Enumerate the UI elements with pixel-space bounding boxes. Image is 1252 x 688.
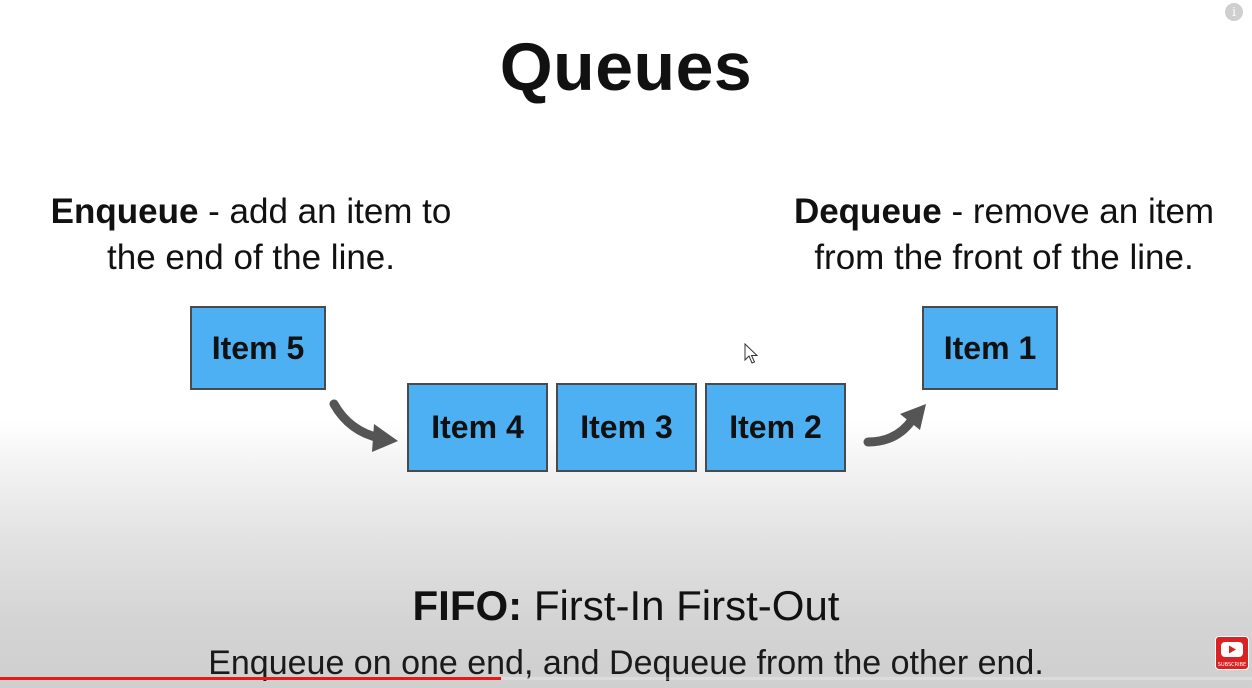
queue-item-1: Item 1 bbox=[922, 306, 1058, 390]
play-icon bbox=[1221, 642, 1243, 657]
queue-item-5: Item 5 bbox=[190, 306, 326, 390]
progress-bar-fill[interactable] bbox=[0, 677, 501, 680]
mouse-cursor-icon bbox=[744, 343, 759, 364]
queue-item-3: Item 3 bbox=[556, 383, 697, 472]
enqueue-text-line1: - add an item to bbox=[198, 192, 452, 231]
dequeue-arrow-icon bbox=[863, 404, 926, 447]
fifo-label: FIFO: bbox=[412, 582, 523, 629]
subscribe-label: SUBSCRIBE bbox=[1217, 662, 1247, 668]
enqueue-arrow-icon bbox=[329, 399, 398, 452]
dequeue-text-line2: from the front of the line. bbox=[814, 238, 1194, 277]
fifo-definition: FIFO: First-In First-Out bbox=[0, 582, 1252, 630]
enqueue-term: Enqueue bbox=[50, 192, 199, 231]
dequeue-text-line1: - remove an item bbox=[941, 192, 1215, 231]
info-icon[interactable]: i bbox=[1225, 3, 1243, 21]
progress-track[interactable] bbox=[0, 677, 1252, 680]
slide-title: Queues bbox=[499, 29, 753, 105]
enqueue-description: Enqueue - add an item to the end of the … bbox=[18, 189, 484, 281]
dequeue-description: Dequeue - remove an item from the front … bbox=[760, 189, 1248, 281]
fifo-text: First-In First-Out bbox=[522, 582, 840, 629]
queue-item-2: Item 2 bbox=[705, 383, 846, 472]
slide-caption: Enqueue on one end, and Dequeue from the… bbox=[208, 644, 1044, 682]
dequeue-term: Dequeue bbox=[793, 192, 942, 231]
queue-item-4: Item 4 bbox=[407, 383, 548, 472]
enqueue-text-line2: the end of the line. bbox=[107, 238, 395, 277]
subscribe-button[interactable]: SUBSCRIBE bbox=[1215, 636, 1249, 670]
